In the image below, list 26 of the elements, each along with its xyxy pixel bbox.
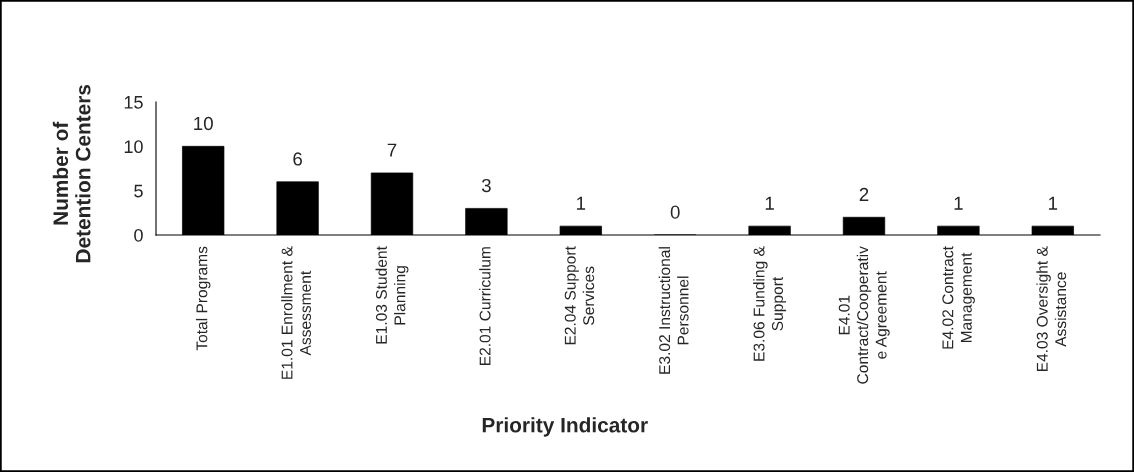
- x-tick-label: E2.01 Curriculum: [479, 247, 491, 365]
- y-tick-label: 5: [134, 184, 143, 198]
- x-tick-label: E4.03 Oversight & Assistance: [1036, 246, 1067, 372]
- data-label: 1: [954, 196, 963, 210]
- x-tick-label: E3.02 Instructional Personnel: [658, 247, 689, 374]
- data-label: 6: [293, 152, 302, 166]
- x-tick-label: E4.02 Contract Management: [942, 246, 975, 349]
- x-axis-title: Priority Indicator: [482, 417, 648, 437]
- x-tick-label: E1.03 Student Planning: [375, 246, 409, 344]
- x-tick-label: E4.01 Contract/Cooperativ e Agreement: [838, 246, 890, 384]
- data-label: 2: [859, 187, 869, 201]
- x-tick-label: E3.06 Funding & Support: [753, 246, 787, 361]
- data-label: 1: [577, 196, 586, 210]
- data-label: 1: [765, 196, 774, 210]
- data-label: 7: [387, 143, 397, 157]
- y-tick-label: 15: [124, 96, 143, 109]
- data-label: 3: [481, 178, 491, 193]
- data-label: 10: [194, 116, 213, 131]
- y-tick-label: 0: [134, 228, 143, 242]
- y-axis-title: Number of Detention Centers: [52, 84, 91, 263]
- y-tick-label: 10: [124, 140, 143, 154]
- x-tick-label: E1.01 Enrollment & Assessment: [281, 246, 311, 379]
- data-label: 0: [670, 205, 680, 219]
- x-tick-label: Total Programs: [195, 246, 211, 351]
- data-label: 1: [1049, 196, 1058, 210]
- x-tick-label: E2.04 Support Services: [564, 246, 595, 345]
